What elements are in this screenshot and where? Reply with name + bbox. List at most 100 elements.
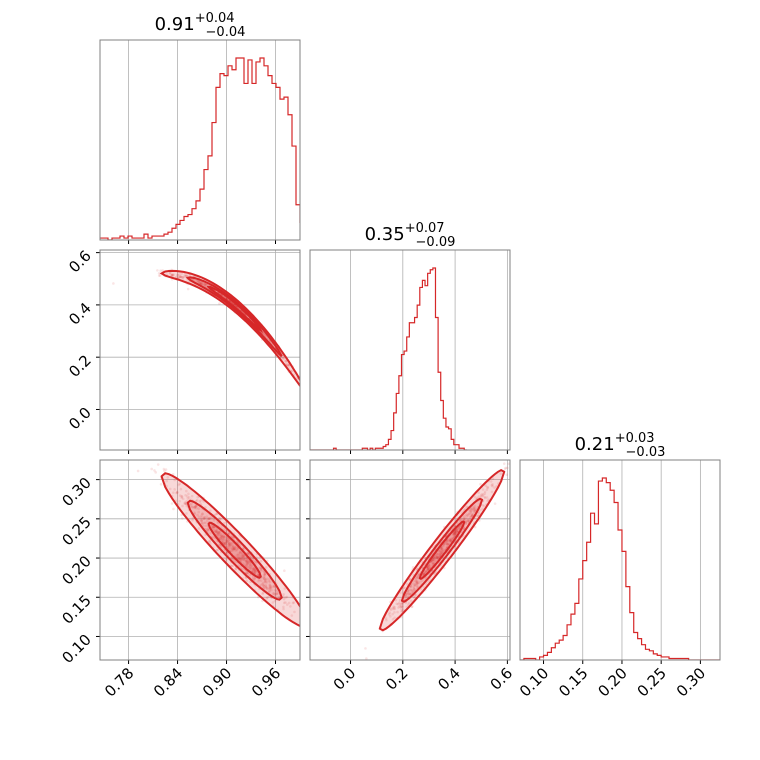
scatter-point	[207, 540, 211, 543]
scatter-point	[415, 582, 419, 585]
scatter-point	[481, 488, 485, 491]
scatter-point	[197, 515, 201, 519]
scatter-point	[254, 560, 257, 564]
scatter-point	[282, 605, 285, 609]
scatter-point	[485, 488, 489, 492]
scatter-point	[176, 273, 180, 277]
scatter-point	[156, 463, 160, 466]
scatter-point	[267, 590, 271, 594]
title-3-median: 0.21	[575, 434, 615, 455]
contour-level-0	[160, 472, 300, 628]
scatter-point	[186, 495, 189, 498]
scatter-point	[212, 519, 216, 522]
scatter-point	[440, 549, 443, 552]
scatter-point	[436, 553, 439, 557]
scatter-point	[207, 517, 211, 520]
scatter-point	[476, 514, 480, 517]
scatter-point	[236, 553, 240, 557]
scatter-point	[404, 601, 408, 605]
scatter-point	[259, 579, 263, 583]
scatter-point	[392, 607, 395, 611]
scatter-point	[175, 491, 178, 495]
scatter-point	[204, 282, 208, 286]
scatter-point	[438, 549, 442, 553]
panel-scatter-param-2-vs-3	[306, 448, 517, 664]
scatter-point	[261, 581, 265, 585]
scatter-point	[330, 642, 333, 645]
scatter-point	[226, 540, 229, 543]
scatter-point	[265, 596, 269, 600]
scatter-point	[187, 492, 190, 496]
scatter-point	[470, 512, 473, 516]
scatter-point	[477, 491, 480, 494]
scatter-point	[411, 582, 415, 585]
scatter-point	[216, 521, 220, 525]
scatter-point	[209, 531, 212, 535]
scatter-point	[179, 275, 183, 279]
scatter-point	[225, 539, 229, 543]
scatter-point	[514, 448, 517, 451]
scatter-point	[229, 542, 233, 546]
scatter-point	[283, 569, 286, 572]
scatter-point	[472, 508, 475, 512]
scatter-point	[239, 550, 242, 554]
scatter-point	[302, 620, 305, 623]
scatter-point	[248, 560, 251, 564]
scatter-point	[446, 539, 449, 542]
scatter-point	[264, 586, 268, 589]
scatter-point	[216, 534, 220, 538]
scatter-point	[185, 512, 188, 515]
scatter-point	[432, 562, 435, 565]
scatter-point	[449, 538, 452, 542]
scatter-point	[398, 599, 402, 602]
scatter-point	[393, 606, 396, 609]
scatter-point	[212, 525, 216, 529]
scatter-point	[426, 567, 429, 571]
scatter-point	[440, 547, 443, 551]
scatter-point	[207, 528, 211, 532]
scatter-point	[415, 581, 419, 584]
scatter-point	[471, 506, 475, 509]
scatter-point	[180, 517, 184, 520]
scatter-point	[226, 537, 230, 540]
scatter-point	[244, 559, 248, 563]
scatter-point	[442, 544, 445, 548]
scatter-point	[234, 549, 237, 552]
scatter-point	[430, 559, 434, 562]
scatter-point	[230, 535, 234, 539]
scatter-point	[256, 573, 260, 577]
contour-level-0	[159, 269, 300, 388]
scatter-point	[425, 569, 428, 573]
scatter-point	[179, 275, 183, 278]
scatter-point	[178, 276, 181, 279]
scatter-point	[415, 575, 418, 579]
title-param-2: 0.35+0.07 −0.09	[365, 221, 456, 250]
scatter-point	[219, 532, 223, 536]
scatter-point	[512, 455, 515, 458]
scatter-point	[233, 547, 236, 551]
scatter-point	[284, 359, 287, 363]
scatter-point	[443, 542, 447, 545]
scatter-point	[470, 515, 473, 518]
panel-scatter-param-1-vs-2	[96, 249, 301, 454]
scatter-point	[217, 517, 221, 520]
scatter-point	[507, 462, 510, 466]
scatter-point	[422, 572, 426, 575]
scatter-point	[176, 273, 179, 277]
scatter-point	[514, 457, 517, 460]
scatter-point	[432, 559, 436, 562]
scatter-point	[157, 274, 161, 277]
scatter-point	[264, 334, 267, 337]
scatter-point	[439, 552, 443, 555]
scatter-point	[182, 275, 186, 279]
scatter-point	[458, 526, 461, 530]
scatter-point	[218, 302, 221, 305]
scatter-point	[245, 559, 249, 562]
scatter-point	[455, 529, 458, 532]
scatter-point	[224, 540, 228, 544]
scatter-point	[266, 596, 269, 599]
scatter-point	[247, 553, 251, 556]
title-3-minus: −0.03	[626, 445, 666, 460]
scatter-point	[470, 513, 474, 517]
scatter-point	[236, 541, 240, 545]
